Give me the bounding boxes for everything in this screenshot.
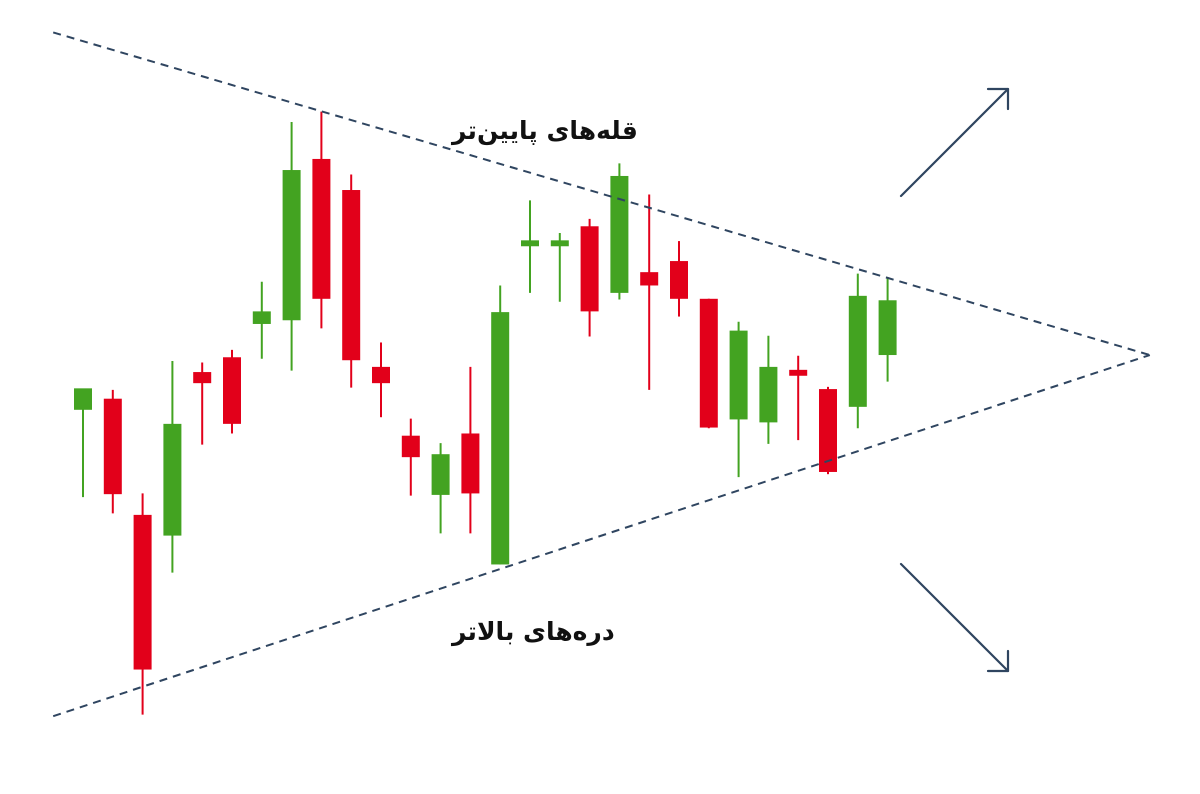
candle-9 (312, 111, 331, 329)
candle-body (312, 158, 331, 299)
candle-17 (550, 232, 569, 302)
trendline-layer (52, 31, 1151, 718)
candle-5 (193, 362, 212, 445)
candle-body (640, 272, 659, 286)
arrow-shaft (899, 87, 1010, 198)
candle-body (372, 366, 390, 384)
candle-body (670, 261, 688, 299)
candle-8 (282, 121, 301, 371)
candle-25 (789, 355, 808, 441)
candle-14 (461, 366, 480, 534)
arrow-head (986, 87, 1010, 111)
candle-body (282, 170, 301, 321)
candle-6 (223, 349, 241, 434)
candle-body (699, 298, 718, 428)
upper-trendline (52, 31, 1151, 356)
candle-26 (819, 386, 837, 475)
candle-body (789, 369, 808, 376)
candle-27 (848, 273, 867, 429)
candle-4 (163, 360, 182, 573)
candle-18 (580, 218, 599, 337)
candle-body (342, 190, 361, 361)
breakout-arrows (899, 87, 1010, 673)
candle-13 (431, 443, 450, 534)
lower-trendline (52, 354, 1151, 718)
candle-19 (610, 163, 629, 300)
candle-24 (759, 335, 778, 444)
candle-body (133, 514, 152, 670)
arrow-shaft (899, 562, 1010, 673)
higher-lows-label: دره‌های بالاتر (452, 617, 615, 646)
candle-body (521, 240, 539, 247)
candle-body (580, 226, 599, 312)
candle-body (819, 389, 837, 472)
candle-21 (670, 241, 688, 317)
candle-body (74, 388, 92, 410)
candle-body (193, 372, 212, 384)
candle-11 (372, 342, 390, 418)
candle-body (759, 366, 778, 423)
candle-body (461, 433, 480, 494)
candle-body (401, 435, 420, 458)
candle-body (223, 357, 241, 424)
candle-12 (401, 418, 420, 496)
candle-body (163, 423, 182, 536)
candle-body (431, 454, 450, 495)
lower-highs-label: قله‌های پایین‌تر (452, 116, 638, 145)
candle-2 (103, 389, 122, 514)
candle-7 (252, 281, 271, 359)
candle-body (550, 240, 569, 247)
candle-3 (133, 493, 152, 715)
arrow-head (986, 649, 1010, 673)
candle-10 (342, 174, 361, 388)
candle-22 (699, 298, 718, 429)
candle-1 (74, 388, 92, 498)
candle-body (252, 311, 271, 324)
candle-16 (521, 200, 539, 293)
candle-body (610, 175, 629, 293)
candle-body (103, 398, 122, 495)
breakout-arrow-down-right (899, 562, 1010, 673)
candle-body (729, 330, 748, 420)
candle-23 (729, 321, 748, 478)
candle-20 (640, 194, 659, 390)
candle-body (878, 300, 897, 356)
candle-15 (491, 285, 510, 565)
candle-body (491, 312, 510, 565)
breakout-arrow-up-right (899, 87, 1010, 198)
candles-layer (74, 111, 897, 715)
candle-28 (878, 277, 897, 382)
candle-body (848, 295, 867, 407)
